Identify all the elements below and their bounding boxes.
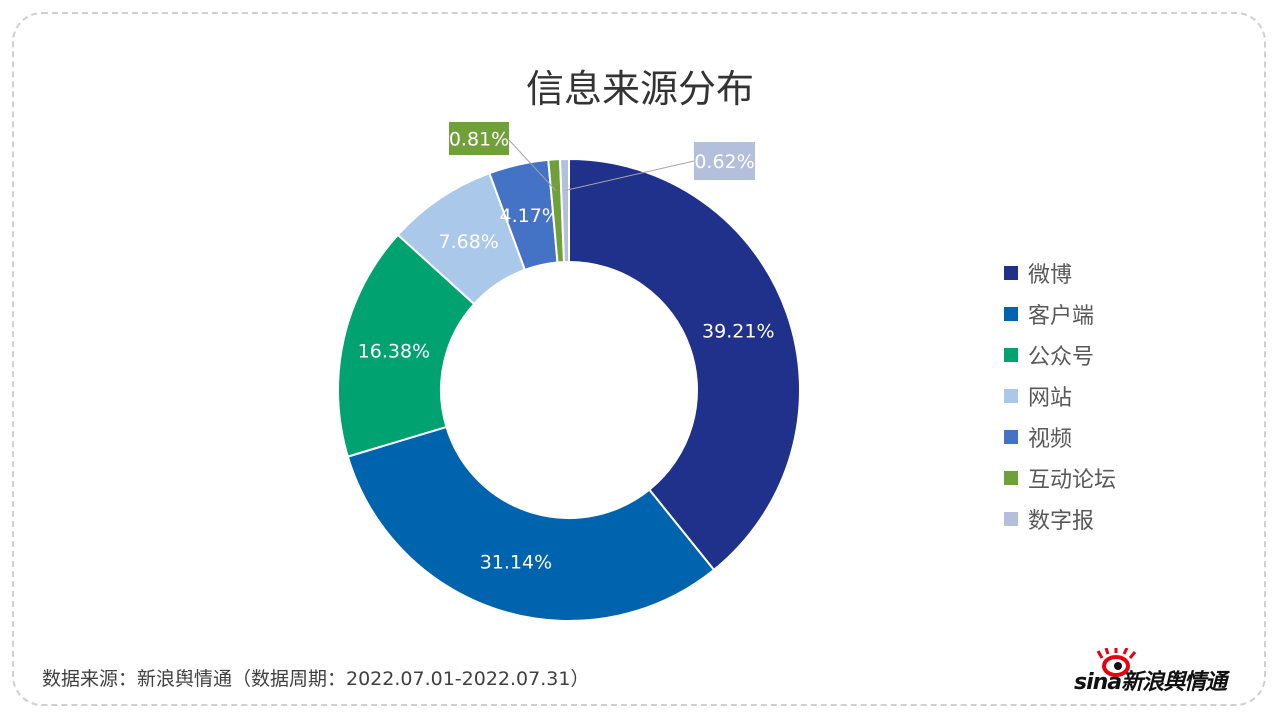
sina-eye-icon — [1096, 648, 1137, 677]
donut-slice-6 — [558, 157, 570, 264]
donut-slice-1 — [346, 425, 716, 622]
legend-item: 微博 — [1004, 252, 1116, 293]
data-label-0: 39.21% — [702, 320, 774, 342]
data-label-6: 0.62% — [694, 151, 754, 173]
legend-swatch — [1004, 429, 1018, 444]
legend-item: 客户端 — [1004, 293, 1116, 334]
leader-line-5 — [508, 139, 557, 192]
label-box-5 — [449, 122, 509, 155]
legend-item: 数字报 — [1004, 498, 1116, 539]
legend: 微博客户端公众号网站视频互动论坛数字报 — [1004, 252, 1116, 539]
legend-label: 微博 — [1028, 262, 1073, 288]
data-label-4: 4.17% — [500, 205, 560, 227]
legend-label: 视频 — [1028, 426, 1073, 452]
legend-item: 视频 — [1004, 416, 1116, 457]
data-label-3: 7.68% — [438, 231, 498, 253]
legend-label: 网站 — [1028, 385, 1073, 411]
legend-swatch — [1004, 347, 1018, 362]
legend-swatch — [1004, 388, 1018, 403]
legend-swatch — [1004, 511, 1018, 526]
donut-slice-2 — [337, 233, 476, 458]
legend-label: 客户端 — [1028, 303, 1095, 329]
legend-label: 公众号 — [1028, 344, 1095, 370]
label-box-6 — [694, 142, 755, 180]
donut-slice-0 — [568, 157, 801, 572]
logo-text: sina新浪舆情通 — [1074, 670, 1227, 695]
legend-label: 数字报 — [1028, 508, 1095, 534]
data-label-5: 0.81% — [449, 129, 509, 151]
legend-item: 公众号 — [1004, 334, 1116, 375]
data-label-1: 31.14% — [480, 551, 552, 573]
chart-title: 信息来源分布 — [525, 67, 754, 111]
card-frame — [12, 12, 1266, 706]
legend-swatch — [1004, 470, 1018, 485]
data-source-footer: 数据来源：新浪舆情通（数据周期：2022.07.01-2022.07.31） — [42, 668, 590, 690]
sina-logo: sina新浪舆情通 — [1074, 648, 1244, 695]
leader-line-6 — [565, 160, 695, 192]
legend-swatch — [1004, 265, 1018, 280]
legend-label: 互动论坛 — [1028, 467, 1117, 493]
data-label-2: 16.38% — [358, 340, 430, 362]
legend-swatch — [1004, 306, 1018, 321]
legend-item: 互动论坛 — [1004, 457, 1116, 498]
legend-item: 网站 — [1004, 375, 1116, 416]
